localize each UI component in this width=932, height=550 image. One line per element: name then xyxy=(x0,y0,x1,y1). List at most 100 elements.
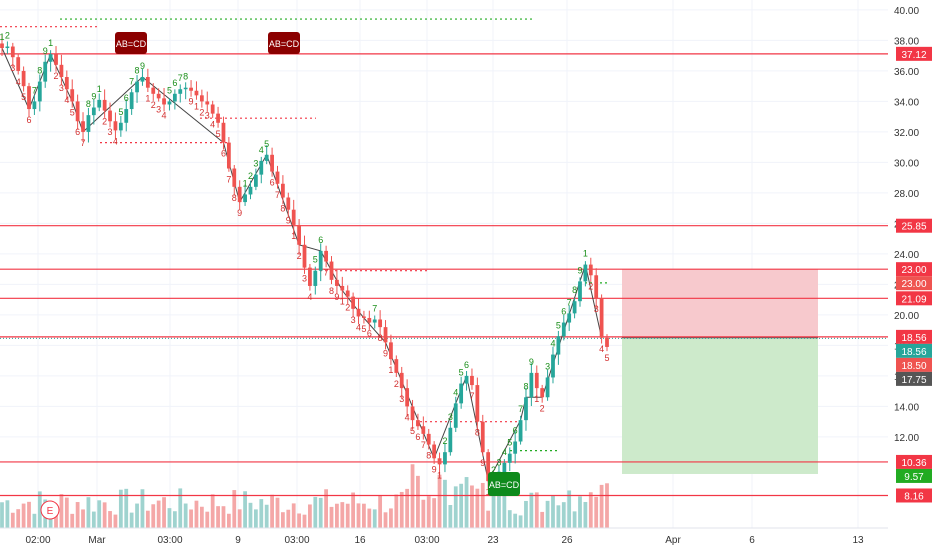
candle-body xyxy=(405,388,410,407)
candle-body xyxy=(470,375,474,386)
volume-bar xyxy=(221,506,226,528)
candle-body xyxy=(297,224,301,245)
td-count: 7 xyxy=(421,440,426,450)
x-tick-label: 13 xyxy=(852,535,864,546)
risk-zone[interactable] xyxy=(622,269,818,338)
candle-body xyxy=(448,427,453,453)
volume-bar xyxy=(367,508,372,528)
svg-text:9.57: 9.57 xyxy=(904,472,924,483)
td-count: 7 xyxy=(469,391,474,401)
volume-bar xyxy=(81,509,85,528)
td-count: 5 xyxy=(604,353,609,363)
candle-body xyxy=(199,95,204,102)
volume-bar xyxy=(264,504,269,528)
y-tick-label: 30.00 xyxy=(894,158,919,169)
candle-body xyxy=(416,420,420,427)
x-tick-label: 16 xyxy=(354,535,366,546)
td-count: 4 xyxy=(453,387,458,397)
td-count: 2 xyxy=(394,379,399,389)
candle-body xyxy=(286,197,291,210)
td-count: 4 xyxy=(64,95,69,105)
candle-body xyxy=(540,388,545,398)
td-count: 9 xyxy=(529,357,534,367)
td-count: 3 xyxy=(399,394,404,404)
volume-bar xyxy=(210,494,215,528)
td-count: 2 xyxy=(5,31,10,41)
volume-bar xyxy=(475,488,480,528)
candle-body xyxy=(113,121,118,131)
volume-bar xyxy=(594,496,599,528)
volume-bar xyxy=(118,489,123,528)
horizontal-levels xyxy=(0,53,888,497)
y-tick-label: 34.00 xyxy=(894,97,919,108)
x-tick-label: Mar xyxy=(88,535,106,546)
y-tick-label: 14.00 xyxy=(894,402,919,413)
candle-body xyxy=(529,372,534,398)
candle-body xyxy=(151,87,156,94)
x-tick-label: 03:00 xyxy=(157,535,182,546)
volume-bar xyxy=(205,511,210,528)
td-count: 3 xyxy=(205,110,210,120)
volume-bar xyxy=(351,492,356,528)
volume-bar xyxy=(599,484,604,528)
abcd-badge[interactable]: AB=CD xyxy=(488,472,520,496)
volume-bar xyxy=(443,479,447,528)
volume-bar xyxy=(216,506,220,528)
volume-bar xyxy=(588,492,593,528)
y-tick-label: 40.00 xyxy=(894,6,919,17)
td-count: 9 xyxy=(237,208,242,218)
volume-bar xyxy=(16,509,21,528)
y-tick-label: 36.00 xyxy=(894,67,919,78)
td-count: 5 xyxy=(361,324,366,334)
volume-bar xyxy=(21,503,26,528)
candle-body xyxy=(10,46,15,58)
volume-bar xyxy=(502,484,507,528)
volume-bar xyxy=(313,496,318,528)
price-tag: 8.16 xyxy=(896,488,932,503)
candle-body xyxy=(172,93,177,102)
candle-body xyxy=(124,109,129,123)
position-tool[interactable] xyxy=(622,269,818,474)
time-axis[interactable]: 02:00 Mar 03:00 9 03:00 16 03:00 23 26 Apr 6 13 xyxy=(0,527,932,550)
volume-bar xyxy=(448,505,453,528)
abcd-badge[interactable]: AB=CD xyxy=(268,32,300,54)
td-count: 2 xyxy=(297,251,302,261)
candle-body xyxy=(70,89,75,102)
volume-bar xyxy=(572,511,577,528)
candle-body xyxy=(270,154,274,172)
volume-bar xyxy=(578,496,582,528)
price-tag: 9.57 xyxy=(896,468,932,483)
event-marker[interactable]: E xyxy=(40,500,60,520)
candle-body xyxy=(432,444,437,459)
candle-body xyxy=(108,110,112,122)
td-count: 6 xyxy=(367,329,372,339)
volume-bar xyxy=(199,506,204,528)
td-count: 5 xyxy=(118,107,123,117)
candle-body xyxy=(232,168,237,187)
candle-body xyxy=(308,267,312,286)
candle-body xyxy=(583,264,588,282)
candle-body xyxy=(518,420,523,442)
candle-body xyxy=(54,54,58,65)
price-tag: 18.50 xyxy=(896,357,932,372)
candle-body xyxy=(362,316,366,318)
reward-zone[interactable] xyxy=(622,337,818,474)
td-count: 2 xyxy=(151,100,156,110)
price-tag: 25.85 xyxy=(896,218,932,233)
abcd-badge[interactable]: AB=CD xyxy=(115,32,147,54)
candle-body xyxy=(140,77,145,82)
svg-text:AB=CD: AB=CD xyxy=(116,39,147,49)
volume-bar xyxy=(497,471,501,528)
price-axis[interactable]: 12.0014.0016.0018.0020.0022.0024.0026.00… xyxy=(888,0,932,550)
candle-body xyxy=(37,81,42,102)
candle-body xyxy=(91,107,96,116)
volume-bar xyxy=(518,515,523,528)
pattern-badges: AB=CD AB=CD AB=CD E xyxy=(40,32,520,520)
td-count: 2 xyxy=(54,71,59,81)
volume-bar xyxy=(324,489,328,528)
td-count: 6 xyxy=(318,235,323,245)
td-count: 6 xyxy=(221,149,226,159)
volume-bar xyxy=(27,501,31,528)
td-count: 9 xyxy=(286,216,291,226)
